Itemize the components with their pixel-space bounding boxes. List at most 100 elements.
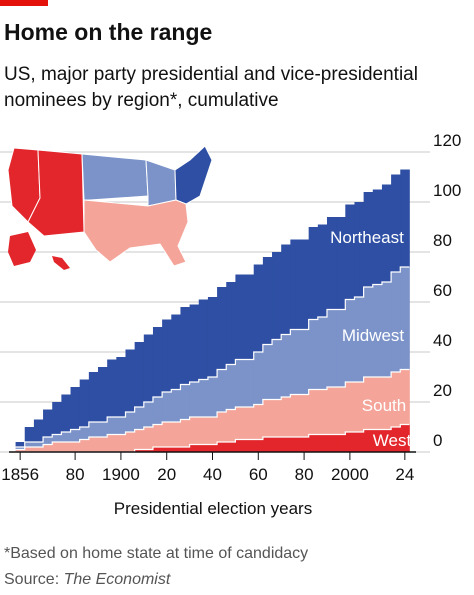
step-segment	[79, 379, 90, 427]
step-segment	[15, 442, 26, 447]
step-segment	[134, 407, 145, 430]
step-segment	[43, 409, 53, 437]
step-segment	[189, 382, 200, 417]
step-segment	[400, 424, 410, 452]
step-segment	[88, 372, 99, 422]
y-tick-label: 20	[433, 381, 452, 400]
step-segment	[354, 297, 365, 382]
step-segment	[345, 204, 355, 300]
step-segment	[70, 442, 81, 452]
step-segment	[70, 429, 81, 442]
step-segment	[61, 442, 71, 452]
step-segment	[52, 434, 62, 442]
step-segment	[363, 192, 374, 287]
step-segment	[171, 422, 181, 447]
x-tick-label: 24	[395, 465, 414, 484]
step-segment	[400, 267, 410, 370]
step-segment	[189, 304, 200, 382]
step-segment	[381, 377, 392, 430]
series-label: Midwest	[342, 326, 405, 345]
band-edge	[15, 368, 410, 451]
step-segment	[207, 377, 218, 417]
step-segment	[180, 419, 191, 447]
step-segment	[143, 449, 154, 452]
y-tick-label: 80	[433, 231, 452, 250]
step-segment	[198, 299, 209, 380]
map-hawaii	[52, 256, 70, 270]
step-segment	[162, 447, 172, 452]
step-segment	[61, 394, 71, 432]
step-segment	[43, 444, 53, 452]
step-segment	[226, 409, 236, 442]
x-tick-label: 80	[66, 465, 85, 484]
step-segment	[171, 447, 181, 452]
x-tick-label: 20	[157, 465, 176, 484]
step-segment	[162, 392, 172, 422]
x-tick-label: 40	[203, 465, 222, 484]
step-segment	[43, 437, 53, 445]
step-segment	[189, 444, 200, 452]
step-segment	[317, 317, 328, 390]
step-segment	[253, 352, 264, 405]
step-segment	[326, 309, 337, 387]
map-midwest	[81, 153, 149, 201]
step-segment	[143, 427, 154, 450]
step-segment	[180, 384, 191, 420]
x-axis-label: Presidential election years	[114, 499, 312, 518]
step-segment	[336, 387, 346, 435]
step-segment	[107, 417, 117, 435]
step-segment	[372, 284, 383, 377]
step-segment	[198, 379, 209, 417]
step-segment	[372, 377, 383, 430]
step-segment	[326, 217, 337, 310]
series-label: South	[362, 396, 406, 415]
step-segment	[290, 437, 300, 452]
step-segment	[372, 189, 383, 285]
source-label: Source:	[4, 571, 59, 588]
step-segment	[308, 319, 319, 390]
step-segment	[33, 442, 44, 447]
step-segment	[52, 442, 62, 452]
y-tick-label: 40	[433, 331, 452, 350]
step-segment	[79, 427, 90, 440]
source-name: The Economist	[64, 571, 171, 588]
step-segment	[70, 387, 81, 430]
step-segment	[244, 274, 255, 360]
step-segment	[363, 287, 374, 377]
step-segment	[79, 439, 90, 452]
step-segment	[143, 402, 154, 427]
step-segment	[235, 407, 245, 440]
step-segment	[272, 437, 282, 452]
step-segment	[180, 307, 191, 385]
source: Source: The Economist	[4, 571, 171, 588]
step-segment	[152, 327, 163, 397]
step-segment	[217, 412, 227, 442]
subtitle: nominees by region*, cumulative	[4, 90, 279, 111]
band-edge	[15, 266, 410, 448]
step-segment	[326, 434, 337, 452]
step-segment	[299, 239, 310, 330]
brand-bar	[0, 0, 48, 6]
step-segment	[391, 372, 401, 427]
step-segment	[125, 349, 136, 412]
step-segment	[134, 449, 145, 452]
step-segment	[198, 444, 209, 452]
step-segment	[125, 412, 136, 432]
step-segment	[253, 439, 264, 452]
step-segment	[24, 447, 35, 452]
step-segment	[262, 437, 273, 452]
step-segment	[281, 334, 291, 397]
step-segment	[98, 422, 108, 437]
step-segment	[363, 377, 374, 430]
step-segment	[33, 419, 44, 442]
step-segment	[372, 429, 383, 452]
step-segment	[317, 224, 328, 317]
series-label: Northeast	[330, 228, 404, 247]
subtitle: US, major party presidential and vice-pr…	[4, 64, 418, 85]
step-segment	[134, 429, 145, 450]
plot: West South Midwest Northeast	[15, 169, 411, 453]
step-segment	[363, 429, 374, 452]
step-segment	[308, 389, 319, 435]
step-segment	[262, 257, 273, 345]
